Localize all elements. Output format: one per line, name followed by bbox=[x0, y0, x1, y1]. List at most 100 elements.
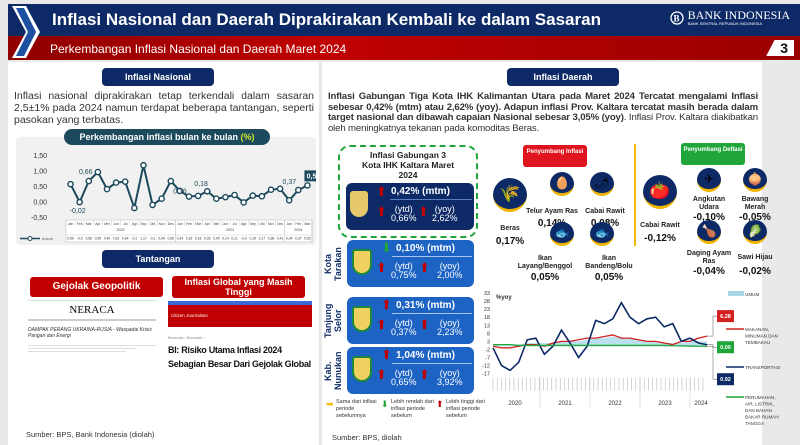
arrow-up-icon: ⬆ bbox=[419, 317, 430, 332]
table-value: -0,0 bbox=[241, 237, 247, 241]
data-label: 0,37 bbox=[283, 179, 297, 186]
city-card: ⬆ 1,04% (mtm) ⬆ (ytd) 0,65% ⬆ (yoy) 3,92% bbox=[347, 347, 474, 394]
egg-icon: 🥚 bbox=[550, 172, 574, 196]
data-point bbox=[121, 178, 129, 185]
month-label: Mei bbox=[104, 222, 110, 226]
news-breadcrumb: Beranda › Ekonomi › bbox=[168, 335, 205, 340]
month-label: Mei bbox=[214, 222, 220, 226]
month-label: Jan bbox=[177, 222, 183, 226]
subheader-band bbox=[8, 36, 800, 60]
ytd-label: (ytd) bbox=[394, 204, 413, 214]
national-description: Inflasi nasional diprakirakan tetap terk… bbox=[14, 90, 314, 126]
month-label: Jan bbox=[68, 222, 74, 226]
table-value: 0,37 bbox=[295, 237, 302, 241]
challenge-inflasi-global: Inflasi Global yang Masih Tinggi bbox=[172, 276, 305, 298]
legend-arrow-icon: ⬇ bbox=[381, 399, 389, 409]
bi-emblem-icon: B bbox=[670, 10, 684, 25]
challenge-geopolitik: Gejolak Geopolitik bbox=[30, 277, 163, 297]
data-point bbox=[222, 193, 229, 201]
chicken-icon: 🍗 bbox=[697, 220, 721, 244]
commodity-value: 0,05% bbox=[530, 272, 560, 283]
table-value: 0,17 bbox=[259, 237, 266, 241]
chart-title-unit: (%) bbox=[240, 132, 255, 142]
leader-line bbox=[707, 344, 717, 380]
city-mtm: 0,10% (mtm) bbox=[396, 243, 455, 254]
fish-icon: 🐟 bbox=[590, 222, 614, 246]
end-value-badge bbox=[717, 341, 734, 354]
national-mtm-chart: 1,501,000,500,00-0,50-0,020,660,160,18 0,… bbox=[20, 153, 316, 243]
city-yoy: 3,92% bbox=[437, 377, 463, 387]
leader-line bbox=[707, 345, 717, 348]
ytd-label: (ytd) bbox=[394, 261, 413, 271]
commodity-name: Ikan Layang/Benggol bbox=[517, 255, 573, 270]
page-number: 3 bbox=[766, 40, 794, 56]
commodity-name: Cabai Rawit bbox=[640, 222, 680, 229]
chili-icon: 🌶 bbox=[590, 172, 614, 196]
series-line bbox=[493, 343, 707, 347]
logo-tagline: BANK SENTRAL REPUBLIK INDONESIA bbox=[687, 21, 762, 26]
commodity-name: Telur Ayam Ras bbox=[526, 208, 578, 215]
month-label: Mar bbox=[86, 222, 93, 226]
news-headline-global: BI: Risiko Utama Inflasi 2024 Sebagian B… bbox=[168, 345, 311, 369]
table-value: 0,18 bbox=[195, 237, 202, 241]
tomato-icon: 🍅 bbox=[643, 175, 677, 209]
city-mtm: 0,31% (mtm) bbox=[396, 300, 455, 311]
y-axis-label: %yoy bbox=[496, 295, 512, 301]
legend-label: UMUM bbox=[745, 292, 759, 297]
news-headline: DAMPAK PERANG UKRAINA-RUSIA - Waspadai K… bbox=[28, 327, 152, 339]
end-value-label: 0.00 bbox=[720, 345, 731, 351]
data-point bbox=[258, 192, 266, 200]
regional-description-normal: . Inflasi Prov. Kaltara diakibatkan oleh… bbox=[328, 112, 758, 134]
month-label: Feb bbox=[186, 222, 192, 226]
table-value: 0,95 bbox=[95, 237, 102, 241]
table-value: 0,19 bbox=[249, 237, 256, 241]
commodity-name: Sawi Hijau bbox=[737, 254, 773, 261]
chart-title-text: Perkembangan inflasi bulan ke bulan bbox=[79, 132, 239, 142]
y-tick-label: 18 bbox=[484, 315, 490, 321]
section-heading-daerah: Inflasi Daerah bbox=[507, 68, 619, 86]
month-label: Jul bbox=[232, 222, 237, 226]
data-point bbox=[304, 182, 311, 189]
y-tick-label: 8 bbox=[487, 331, 490, 337]
month-label: Agt bbox=[241, 222, 246, 226]
month-label: Feb bbox=[295, 222, 301, 226]
penyumbang-inflasi-label: Penyumbang Inflasi bbox=[523, 145, 587, 167]
commodity-value: 0,14% bbox=[537, 218, 567, 229]
arrow-up-icon: ⬆ bbox=[376, 204, 387, 219]
mtm-arrow-icon: ⬆ bbox=[381, 297, 392, 312]
data-label: -0,02 bbox=[70, 208, 86, 215]
data-label: 0,18 bbox=[194, 181, 208, 188]
y-tick-label: 33 bbox=[484, 291, 490, 297]
month-label: Des bbox=[168, 222, 174, 226]
legend-text: Lebih rendah dari inflasi periode sebelu… bbox=[391, 399, 434, 419]
chart-title: Perkembangan inflasi bulan ke bulan (%) bbox=[64, 129, 270, 145]
commodity-value: -0,12% bbox=[644, 233, 676, 244]
month-label: Nov bbox=[159, 222, 165, 226]
bank-indonesia-logo: B BANK INDONESIA BANK SENTRAL REPUBLIK IN… bbox=[670, 9, 790, 26]
source-right: Sumber: BPS, diolah bbox=[332, 433, 402, 442]
data-label: 0,66 bbox=[79, 169, 93, 176]
page-subtitle: Perkembangan Inflasi Nasional dan Daerah… bbox=[50, 42, 347, 56]
month-label: Apr bbox=[205, 222, 211, 226]
month-label: Jul bbox=[123, 222, 128, 226]
yoy-label: (yoy) bbox=[439, 318, 460, 328]
city-yoy: 2,00% bbox=[437, 270, 463, 280]
arrow-up-icon: ⬆ bbox=[376, 317, 387, 332]
city-name: Tanjung Selor bbox=[323, 303, 343, 339]
yoy-label: (yoy) bbox=[439, 368, 460, 378]
end-value-badge bbox=[717, 310, 734, 323]
gabungan-box: ⬆ 0,42% (mtm) ⬆ (ytd) 0,66% ⬆ (yoy) 2,62% bbox=[346, 183, 474, 230]
table-value: 1,17 bbox=[140, 237, 147, 241]
y-tick-label: 28 bbox=[484, 299, 490, 305]
legend-item: ⬇ Lebih rendah dari inflasi periode sebel… bbox=[381, 399, 435, 420]
logo-name: BANK INDONESIA bbox=[687, 8, 790, 22]
city-yoy: 2,23% bbox=[437, 327, 463, 337]
onion-icon: 🧅 bbox=[743, 168, 767, 192]
y-tick-label: 1,50 bbox=[33, 153, 47, 160]
year-label: 2022 bbox=[608, 401, 622, 407]
mtm-arrow-icon: ⬆ bbox=[381, 347, 392, 362]
chevron-logo-icon bbox=[12, 6, 40, 58]
city-ytd: 0,75% bbox=[391, 270, 417, 280]
leader-line bbox=[707, 315, 717, 337]
year-label: 2021 bbox=[558, 401, 572, 407]
